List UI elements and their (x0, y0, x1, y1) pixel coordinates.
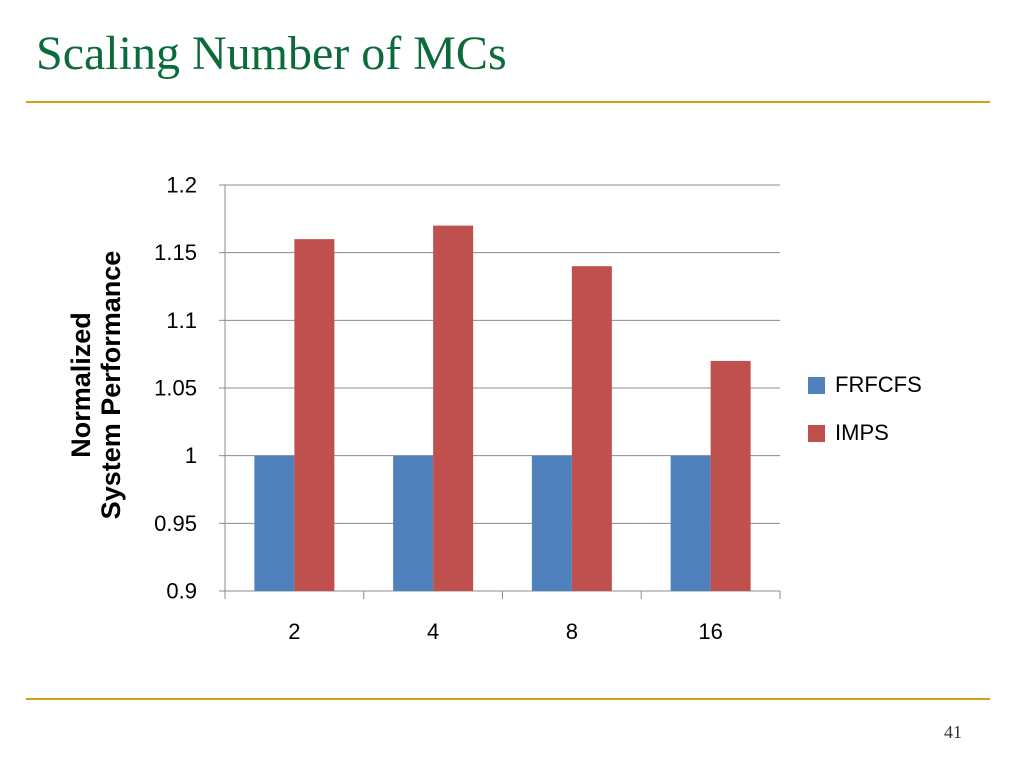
legend-swatch-imps (808, 424, 825, 442)
y-axis-title: Normalized System Performance (66, 251, 126, 520)
y-axis-title-line-1: Normalized (66, 312, 96, 458)
slide-title: Scaling Number of MCs (36, 27, 507, 80)
y-tick-label: 0.95 (154, 511, 197, 536)
bar-frfcfs-4 (393, 455, 434, 591)
bar-imps-2 (294, 239, 335, 591)
y-tick-label: 1.2 (166, 173, 197, 198)
y-tick-label: 1.1 (166, 308, 197, 333)
x-tick-label: 4 (427, 619, 439, 644)
y-axis-title-line-2: System Performance (96, 250, 126, 520)
page-number: 41 (944, 722, 962, 742)
y-tick-label: 1.05 (154, 376, 197, 401)
y-tick-label: 0.9 (166, 579, 197, 604)
y-tick-label: 1.15 (154, 240, 197, 265)
footer-rule (26, 698, 990, 700)
title-rule (26, 101, 990, 103)
x-tick-label: 8 (566, 619, 578, 644)
bar-imps-16 (710, 360, 751, 591)
bar-frfcfs-2 (254, 455, 295, 591)
bar-imps-4 (433, 225, 474, 591)
bar-frfcfs-16 (670, 455, 711, 591)
y-tick-label: 1 (185, 443, 197, 468)
legend-item-frfcfs: FRFCFS (808, 370, 922, 400)
x-tick-label: 16 (698, 619, 722, 644)
legend-item-imps: IMPS (808, 418, 922, 448)
legend-label-frfcfs: FRFCFS (835, 372, 922, 397)
chart-legend: FRFCFS IMPS (808, 370, 922, 466)
x-tick-label: 2 (288, 619, 300, 644)
legend-swatch-frfcfs (808, 376, 825, 394)
bar-imps-8 (571, 266, 612, 591)
legend-label-imps: IMPS (835, 420, 889, 445)
bar-frfcfs-8 (531, 455, 572, 591)
